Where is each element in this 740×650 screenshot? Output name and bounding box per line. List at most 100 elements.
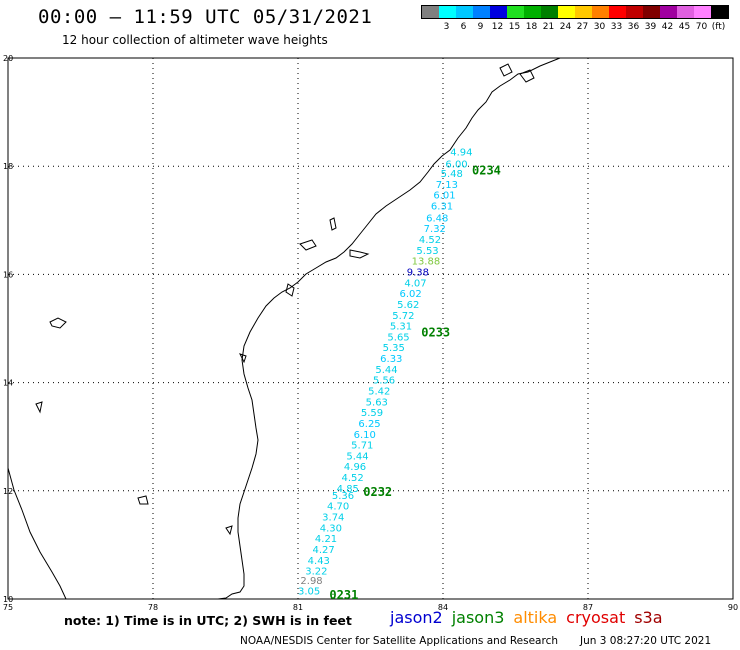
legend-label: 33 — [610, 22, 623, 32]
wave-height-label: 5.72 — [392, 311, 414, 322]
legend-label: 15 — [508, 22, 521, 32]
wave-height-label: 5.44 — [346, 451, 368, 462]
legend-swatch — [439, 6, 456, 18]
lon-tick-label: 78 — [148, 603, 158, 612]
map-gridlines — [7, 57, 734, 600]
wave-height-label: 4.07 — [404, 278, 426, 289]
credit-text: NOAA/NESDIS Center for Satellite Applica… — [240, 635, 558, 647]
lon-tick-label: 87 — [583, 603, 593, 612]
pass-time-labels: 0234 0233 0232 0231 — [329, 163, 500, 602]
legend-swatch — [524, 6, 541, 18]
wave-height-label: 6.01 — [433, 191, 455, 202]
wave-height-label: 7.32 — [424, 224, 446, 235]
satellite-name-jason2: jason2 — [390, 608, 443, 627]
wave-height-label: 3.22 — [305, 567, 327, 578]
inland-lake-5 — [225, 525, 233, 536]
legend-label: 24 — [559, 22, 572, 32]
wave-height-label: 5.63 — [366, 397, 388, 408]
godavari-delta — [349, 249, 370, 259]
wave-height-label: 4.70 — [327, 502, 349, 513]
legend-label: 42 — [661, 22, 674, 32]
ne-coast-details — [499, 63, 535, 83]
wave-height-label: 5.53 — [416, 246, 438, 257]
wave-height-label: 5.48 — [441, 169, 463, 180]
wave-height-label: 3.05 — [298, 587, 320, 598]
legend-label: 3 — [443, 22, 450, 32]
wave-height-label: 5.59 — [361, 408, 383, 419]
legend-swatch — [490, 6, 507, 18]
legend-label — [421, 22, 438, 32]
pass-time-label: 0233 — [421, 326, 450, 340]
legend-swatch — [711, 6, 728, 18]
river-mouth — [285, 283, 295, 297]
color-legend: 3 6 9 12 15 18 21 24 27 30 33 36 39 42 45 70 (ft) — [421, 5, 729, 32]
wave-height-label: 5.31 — [390, 322, 412, 333]
legend-label: 45 — [678, 22, 691, 32]
wave-height-label: 4.94 — [450, 147, 472, 158]
legend-swatches — [421, 5, 729, 19]
wave-height-label: 5.62 — [397, 300, 419, 311]
chart-title: 00:00 – 11:59 UTC 05/31/2021 — [38, 6, 373, 28]
krishna-delta — [299, 239, 317, 251]
wave-height-label: 4.52 — [419, 235, 441, 246]
legend-swatch — [592, 6, 609, 18]
legend-swatch — [558, 6, 575, 18]
legend-label: 9 — [477, 22, 484, 32]
wave-height-label: 5.42 — [368, 387, 390, 398]
wave-height-label: 13.88 — [412, 257, 441, 268]
legend-label: 12 — [491, 22, 504, 32]
wave-height-label: 5.36 — [332, 491, 354, 502]
legend-label: 39 — [644, 22, 657, 32]
legend-swatch — [626, 6, 643, 18]
legend-swatch — [473, 6, 490, 18]
axis-labels: 75 78 81 84 87 90 20 18 16 14 12 10 — [3, 54, 738, 612]
legend-swatch — [422, 6, 439, 18]
wave-height-label: 4.30 — [320, 523, 342, 534]
lat-tick-label: 20 — [3, 54, 13, 63]
wave-height-label: 4.27 — [313, 545, 335, 556]
wave-height-label: 6.00 — [445, 159, 467, 170]
wave-height-label: 4.52 — [342, 473, 364, 484]
wave-height-label: 5.71 — [351, 441, 373, 452]
legend-label: 36 — [627, 22, 640, 32]
map-frame — [7, 57, 734, 600]
wave-height-label: 5.35 — [383, 343, 405, 354]
legend-swatch — [677, 6, 694, 18]
legend-label: 30 — [593, 22, 606, 32]
wave-height-label: 9.38 — [407, 267, 429, 278]
wave-height-label: 6.10 — [354, 430, 376, 441]
lat-tick-label: 10 — [3, 595, 13, 604]
pass-time-label: 0232 — [363, 485, 392, 499]
pass-time-label: 0234 — [472, 163, 501, 177]
wave-height-label: 4.21 — [315, 534, 337, 545]
wave-height-label: 6.31 — [431, 201, 453, 212]
satellite-name-jason3: jason3 — [451, 608, 505, 627]
lat-tick-label: 18 — [3, 162, 13, 171]
inland-lake-1 — [49, 317, 67, 329]
legend-label: 21 — [542, 22, 555, 32]
wave-height-label: 4.85 — [337, 484, 359, 495]
satellite-name-cryosat: cryosat — [566, 608, 626, 627]
sri-lanka-west — [7, 467, 67, 600]
lon-tick-label: 75 — [3, 603, 13, 612]
wave-height-label: 5.65 — [387, 332, 409, 343]
wave-height-label: 6.48 — [426, 213, 448, 224]
satellite-name-altika: altika — [513, 608, 558, 627]
legend-swatch — [541, 6, 558, 18]
legend-labels: 3 6 9 12 15 18 21 24 27 30 33 36 39 42 45 70 (ft) — [421, 22, 729, 32]
india-east-coastline — [217, 57, 561, 600]
legend-label: 70 — [695, 22, 708, 32]
coastline — [7, 57, 561, 600]
wave-height-label: 7.13 — [436, 180, 458, 191]
legend-label: 6 — [460, 22, 467, 32]
wave-height-label: 2.98 — [300, 576, 322, 587]
wave-height-label: 6.02 — [400, 289, 422, 300]
chart-subtitle: 12 hour collection of altimeter wave hei… — [62, 33, 328, 47]
pass-time-label: 0231 — [329, 588, 358, 602]
wave-height-label: 4.43 — [308, 556, 330, 567]
wave-height-label: 5.44 — [375, 365, 397, 376]
footer-note: note: 1) Time is in UTC; 2) SWH is in fe… — [64, 613, 352, 628]
legend-label: 27 — [576, 22, 589, 32]
legend-label: (ft) — [711, 22, 726, 32]
